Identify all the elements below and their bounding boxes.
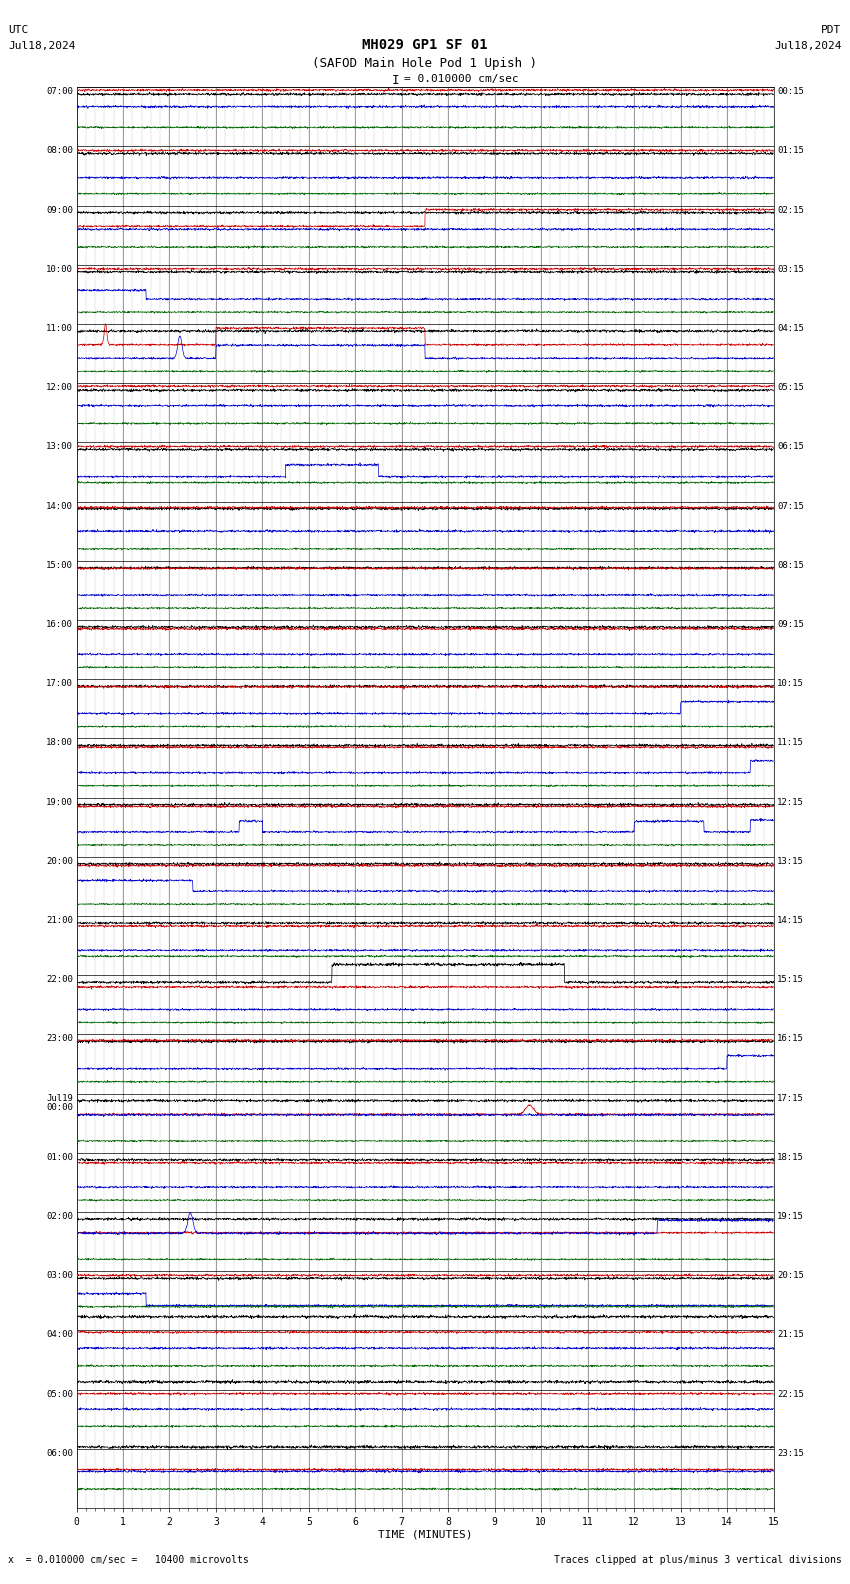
Text: 06:15: 06:15 — [777, 442, 804, 451]
Text: Traces clipped at plus/minus 3 vertical divisions: Traces clipped at plus/minus 3 vertical … — [553, 1555, 842, 1565]
Text: 00:15: 00:15 — [777, 87, 804, 97]
Text: I: I — [392, 74, 399, 87]
Text: Jul19
00:00: Jul19 00:00 — [46, 1093, 73, 1112]
Text: 01:00: 01:00 — [46, 1153, 73, 1161]
Text: 07:15: 07:15 — [777, 502, 804, 510]
Text: 21:15: 21:15 — [777, 1331, 804, 1340]
Text: 19:15: 19:15 — [777, 1212, 804, 1221]
Text: Jul18,2024: Jul18,2024 — [774, 41, 842, 51]
Text: 13:15: 13:15 — [777, 857, 804, 866]
Text: 14:00: 14:00 — [46, 502, 73, 510]
Text: 03:00: 03:00 — [46, 1270, 73, 1280]
Text: 15:00: 15:00 — [46, 561, 73, 570]
Text: 17:15: 17:15 — [777, 1093, 804, 1102]
Text: 10:00: 10:00 — [46, 265, 73, 274]
Text: 18:00: 18:00 — [46, 738, 73, 748]
Text: 01:15: 01:15 — [777, 146, 804, 155]
Text: 11:00: 11:00 — [46, 325, 73, 333]
Text: 20:00: 20:00 — [46, 857, 73, 866]
Text: 11:15: 11:15 — [777, 738, 804, 748]
Text: 02:00: 02:00 — [46, 1212, 73, 1221]
Text: 05:15: 05:15 — [777, 383, 804, 393]
Text: 23:15: 23:15 — [777, 1449, 804, 1457]
Text: 20:15: 20:15 — [777, 1270, 804, 1280]
X-axis label: TIME (MINUTES): TIME (MINUTES) — [377, 1530, 473, 1540]
Text: 10:15: 10:15 — [777, 680, 804, 687]
Text: 04:00: 04:00 — [46, 1331, 73, 1340]
Text: 07:00: 07:00 — [46, 87, 73, 97]
Text: 13:00: 13:00 — [46, 442, 73, 451]
Text: = 0.010000 cm/sec: = 0.010000 cm/sec — [404, 74, 518, 84]
Text: 08:15: 08:15 — [777, 561, 804, 570]
Text: MH029 GP1 SF 01: MH029 GP1 SF 01 — [362, 38, 488, 52]
Text: 16:00: 16:00 — [46, 619, 73, 629]
Text: 04:15: 04:15 — [777, 325, 804, 333]
Text: 19:00: 19:00 — [46, 797, 73, 806]
Text: 17:00: 17:00 — [46, 680, 73, 687]
Text: PDT: PDT — [821, 25, 842, 35]
Text: 18:15: 18:15 — [777, 1153, 804, 1161]
Text: 22:00: 22:00 — [46, 976, 73, 984]
Text: 22:15: 22:15 — [777, 1389, 804, 1399]
Text: 08:00: 08:00 — [46, 146, 73, 155]
Text: 16:15: 16:15 — [777, 1034, 804, 1044]
Text: 12:15: 12:15 — [777, 797, 804, 806]
Text: 03:15: 03:15 — [777, 265, 804, 274]
Text: 23:00: 23:00 — [46, 1034, 73, 1044]
Text: 21:00: 21:00 — [46, 916, 73, 925]
Text: UTC: UTC — [8, 25, 29, 35]
Text: 09:15: 09:15 — [777, 619, 804, 629]
Text: 12:00: 12:00 — [46, 383, 73, 393]
Text: 06:00: 06:00 — [46, 1449, 73, 1457]
Text: Jul18,2024: Jul18,2024 — [8, 41, 76, 51]
Text: 02:15: 02:15 — [777, 206, 804, 214]
Text: x  = 0.010000 cm/sec =   10400 microvolts: x = 0.010000 cm/sec = 10400 microvolts — [8, 1555, 249, 1565]
Text: 15:15: 15:15 — [777, 976, 804, 984]
Text: 09:00: 09:00 — [46, 206, 73, 214]
Text: 05:00: 05:00 — [46, 1389, 73, 1399]
Text: (SAFOD Main Hole Pod 1 Upish ): (SAFOD Main Hole Pod 1 Upish ) — [313, 57, 537, 70]
Text: 14:15: 14:15 — [777, 916, 804, 925]
